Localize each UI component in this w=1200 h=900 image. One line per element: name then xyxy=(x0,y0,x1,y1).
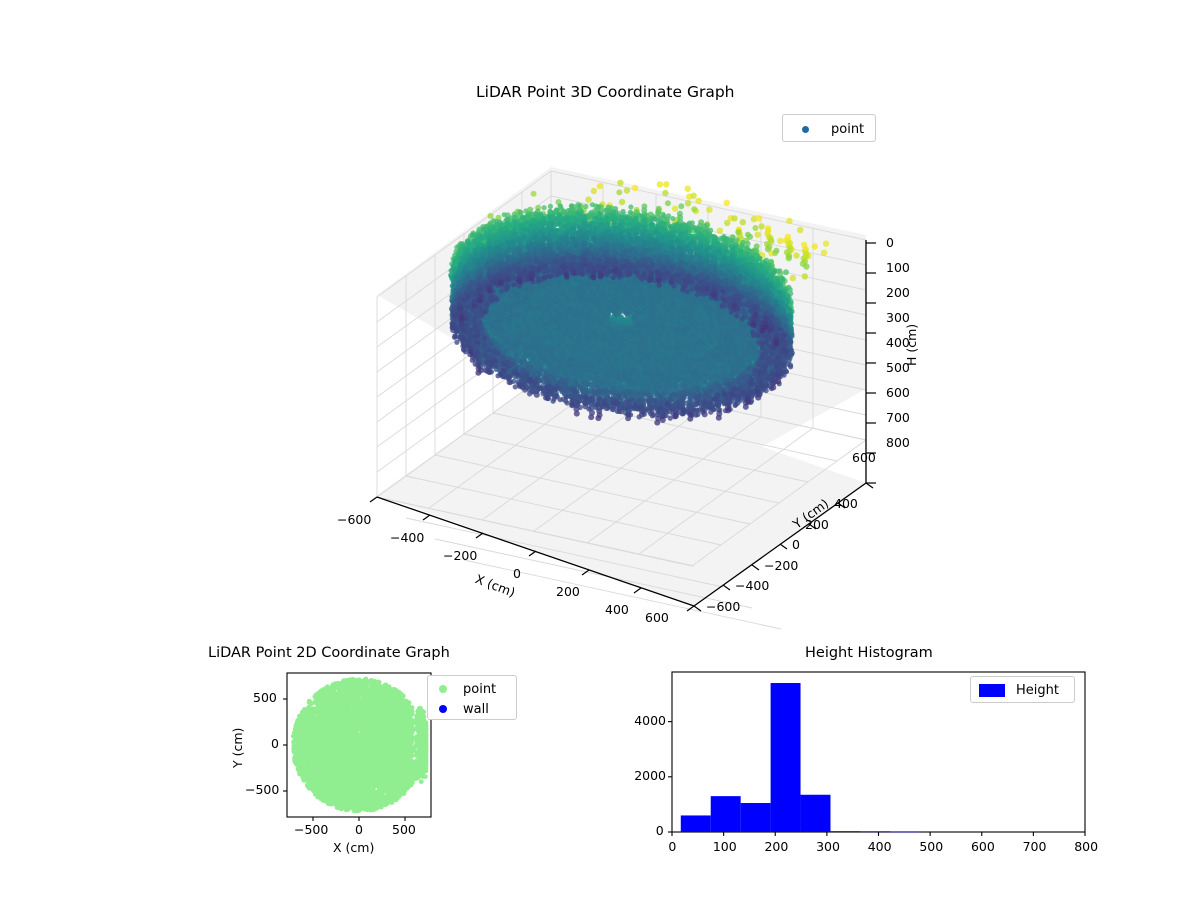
scatter3d-xtick-label: 200 xyxy=(556,585,580,599)
scatter3d-ztick-label: 700 xyxy=(886,411,910,425)
scatter3d-xtick-label: −400 xyxy=(390,531,424,545)
histogram-bar xyxy=(800,794,831,832)
histogram-bar xyxy=(890,831,921,833)
histogram-xtick-label: 800 xyxy=(1074,840,1098,854)
scatter2d-ytick-label: 500 xyxy=(253,691,277,705)
scatter2d-canvas xyxy=(283,672,432,821)
scatter3d-zaxis-label: H (cm) xyxy=(904,324,919,366)
scatter2d-xaxis-label: X (cm) xyxy=(333,841,374,855)
scatter3d-ytick-label: −200 xyxy=(764,559,798,573)
scatter3d-xticks xyxy=(369,496,695,612)
scatter3d-legend[interactable]: point xyxy=(782,114,876,142)
legend-point-marker-icon xyxy=(802,125,809,133)
scatter3d-xtick-label: 600 xyxy=(645,611,669,625)
scatter3d-yticks xyxy=(693,482,874,612)
scatter2d-title: LiDAR Point 2D Coordinate Graph xyxy=(208,646,450,661)
histogram-bar xyxy=(740,803,771,832)
scatter3d-canvas xyxy=(369,167,876,630)
scatter2d-ytick-label: −500 xyxy=(245,783,279,797)
histogram-ytick-label: 0 xyxy=(656,824,664,838)
legend-height-swatch-icon xyxy=(979,683,1005,697)
histogram-bar xyxy=(680,815,711,832)
histogram-xtick-label: 600 xyxy=(971,840,995,854)
histogram-ytick-label: 2000 xyxy=(634,769,666,783)
histogram-bar xyxy=(860,831,891,833)
histogram-title: Height Histogram xyxy=(805,646,933,661)
histogram-xtick-label: 200 xyxy=(764,840,788,854)
scatter3d-ztick-label: 500 xyxy=(886,361,910,375)
scatter3d-points xyxy=(448,179,830,426)
scatter3d-zticks xyxy=(866,242,876,484)
scatter3d-ztick-label: 800 xyxy=(886,436,910,450)
histogram-ticks xyxy=(668,721,1086,836)
scatter2d-yaxis-label: Y (cm) xyxy=(230,728,245,768)
histogram-xtick-label: 0 xyxy=(668,840,676,854)
histogram-xtick-label: 300 xyxy=(816,840,840,854)
histogram-canvas xyxy=(668,671,1086,836)
histogram-xtick-label: 100 xyxy=(713,840,737,854)
histogram-xtick-label: 500 xyxy=(919,840,943,854)
histogram-bar xyxy=(710,796,741,832)
legend-point-label: point xyxy=(463,682,496,697)
scatter3d-xtick-label: −200 xyxy=(443,549,477,563)
legend-point-marker-icon xyxy=(439,685,447,693)
panel-height-histogram: Height Histogram 0 100 200 300 400 500 600 700 8… xyxy=(600,630,1200,900)
scatter3d-ztick-label: 100 xyxy=(886,261,910,275)
scatter3d-ztick-label: 0 xyxy=(886,236,894,250)
scatter2d-xtick-label: 0 xyxy=(355,823,363,837)
scatter3d-xtick-label: 400 xyxy=(605,603,629,617)
scatter3d-ztick-label: 200 xyxy=(886,286,910,300)
scatter2d-ytick-label: 0 xyxy=(271,737,279,751)
scatter2d-points xyxy=(290,676,429,814)
legend-wall-label: wall xyxy=(463,702,489,717)
panel-2d-scatter: LiDAR Point 2D Coordinate Graph −500 xyxy=(0,630,600,900)
scatter3d-xtick-label: −600 xyxy=(337,513,371,527)
histogram-ytick-label: 4000 xyxy=(634,714,666,728)
scatter3d-ytick-label: 600 xyxy=(852,451,876,465)
scatter3d-ytick-label: 200 xyxy=(805,518,829,532)
scatter2d-xtick-label: −500 xyxy=(294,823,328,837)
scatter2d-xtick-label: 500 xyxy=(392,823,416,837)
histogram-bar xyxy=(830,831,861,832)
scatter2d-legend[interactable]: point wall xyxy=(427,675,517,720)
scatter3d-ytick-label: −400 xyxy=(735,579,769,593)
scatter3d-title: LiDAR Point 3D Coordinate Graph xyxy=(476,84,734,101)
legend-wall-marker-icon xyxy=(439,705,447,713)
scatter2d-ticks xyxy=(283,698,406,821)
histogram-xtick-label: 700 xyxy=(1023,840,1047,854)
histogram-xtick-label: 400 xyxy=(868,840,892,854)
scatter3d-ytick-label: 400 xyxy=(834,497,858,511)
histogram-bar xyxy=(770,683,801,832)
scatter3d-ztick-label: 600 xyxy=(886,386,910,400)
legend-point-label: point xyxy=(831,122,864,137)
scatter3d-xtick-label: 0 xyxy=(513,567,521,581)
scatter3d-ytick-label: 0 xyxy=(792,538,800,552)
histogram-legend[interactable]: Height xyxy=(970,676,1075,703)
scatter3d-ztick-label: 300 xyxy=(886,311,910,325)
scatter3d-ztick-label: 400 xyxy=(886,336,910,350)
scatter3d-ytick-label: −600 xyxy=(706,600,740,614)
panel-3d-scatter: LiDAR Point 3D Coordinate Graph xyxy=(337,84,919,630)
legend-height-label: Height xyxy=(1016,683,1059,698)
histogram-bars xyxy=(680,683,921,833)
